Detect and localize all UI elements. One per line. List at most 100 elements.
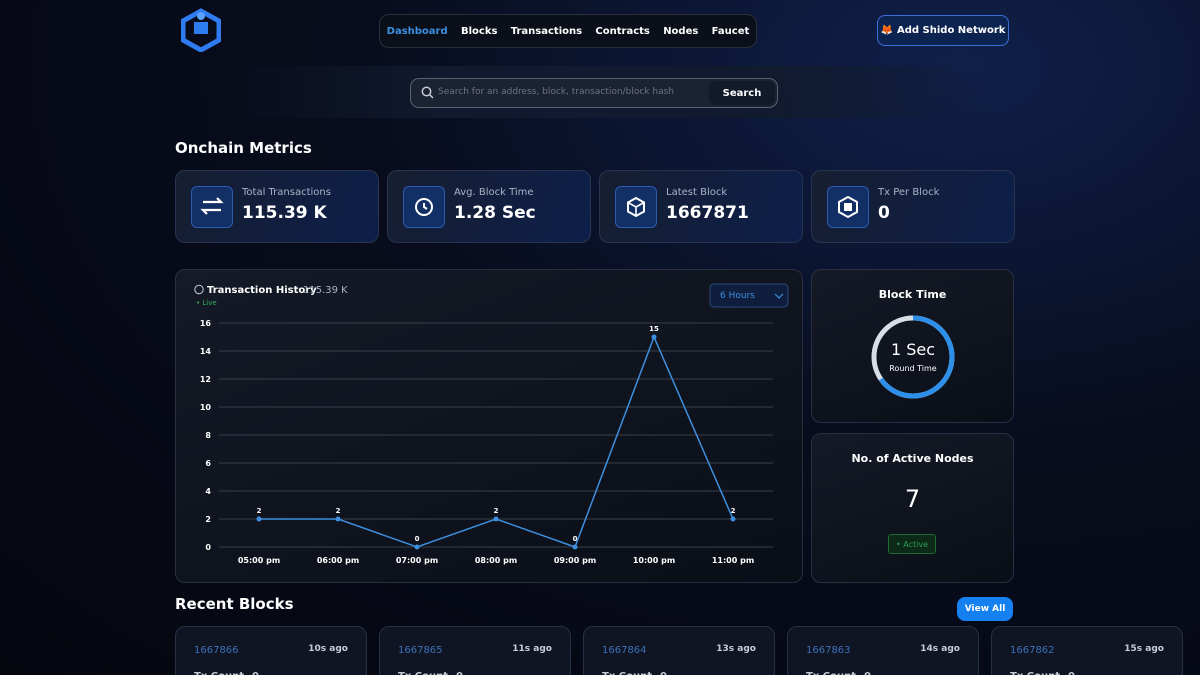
search-button[interactable]: Search [709,81,775,105]
block-card[interactable]: 1667865 11s ago Tx Count 0 [379,626,571,675]
x-tick-label: 09:00 pm [554,556,596,565]
y-tick-label: 14 [200,347,212,356]
nav-item[interactable]: Blocks [460,25,498,37]
point [335,516,341,522]
block-tx-label: Tx Count [806,671,856,675]
block-tx-label: Tx Count [602,671,652,675]
metric-icon [191,186,233,228]
block-time-caption: Round Time [889,364,937,373]
data-label: 2 [336,507,341,515]
block-time-title: Block Time [878,288,947,301]
block-tx-value: 0 [456,671,463,675]
block-tx-value: 0 [660,671,667,675]
metric-icon [827,186,869,228]
block-card[interactable]: 1667863 14s ago Tx Count 0 [787,626,979,675]
block-age: 10s ago [308,644,348,654]
metric-label: Total Transactions [242,187,331,198]
block-tx-label: Tx Count [1010,671,1060,675]
x-tick-label: 05:00 pm [238,556,280,565]
y-tick-label: 12 [200,375,211,384]
block-tx: Tx Count 0 [194,671,259,675]
point [730,516,736,522]
metric-card: Latest Block 1667871 [599,170,803,243]
block-card[interactable]: 1667864 13s ago Tx Count 0 [583,626,775,675]
top-nav: Dashboard Blocks Transactions Contracts Node… [379,14,757,48]
metric-label: Tx Per Block [878,187,940,198]
chart: Transaction History 115.39 K • Live 6 Ho… [194,283,789,565]
chart-title: Transaction History [207,285,317,296]
view-all-button[interactable]: View All [957,597,1013,621]
y-tick-label: 6 [205,459,211,468]
point [651,334,657,340]
data-label: 2 [731,507,736,515]
x-tick-label: 08:00 pm [475,556,517,565]
add-network-label: Add Shido Network [897,25,1006,36]
metric-icon [615,186,657,228]
active-nodes-title: No. of Active Nodes [851,452,974,465]
range-chevron [774,293,784,299]
add-network-button[interactable]: 🦊 Add Shido Network [877,15,1009,46]
nav-item[interactable]: Faucet [711,25,750,37]
block-tx: Tx Count 0 [398,671,463,675]
search-placeholder: Search for an address, block, transactio… [438,87,675,97]
metric-icon-glyph [627,196,645,218]
block-number: 1667863 [806,645,851,656]
block-tx-value: 0 [864,671,871,675]
metric-value: 0 [878,203,890,223]
info-icon [194,284,204,295]
range-select-label: 6 Hours [720,291,755,301]
line [259,335,734,548]
metric-icon-glyph [838,195,858,219]
y-tick-label: 16 [200,319,212,328]
active-status: • Active [888,534,936,554]
metric-card: Tx Per Block 0 [811,170,1015,243]
section-title: Onchain Metrics [175,139,312,157]
logo [181,8,221,52]
block-number: 1667862 [1010,645,1055,656]
block-age: 15s ago [1124,644,1164,654]
section-title: Recent Blocks [175,595,294,613]
y-tick-label: 4 [205,487,211,496]
block-age: 14s ago [920,644,960,654]
point [414,544,420,550]
point [572,544,578,550]
active-nodes-panel: No. of Active Nodes 7 • Active [811,433,1014,583]
block-time-panel: Block Time 1 Sec Round Time [811,269,1014,423]
block-card[interactable]: 1667866 10s ago Tx Count 0 [175,626,367,675]
metric-label: Latest Block [666,187,728,198]
y-tick-label: 8 [205,431,211,440]
range-select[interactable] [709,283,789,308]
block-age: 13s ago [716,644,756,654]
y-tick-label: 0 [205,543,211,552]
point [493,516,499,522]
search-box[interactable]: Search for an address, block, transactio… [410,78,778,108]
block-card[interactable]: 1667862 15s ago Tx Count 0 [991,626,1183,675]
active-nodes-value: 7 [904,485,921,513]
live-status: • Live [196,299,217,307]
point [256,516,262,522]
nav-item[interactable]: Transactions [510,25,583,37]
block-number: 1667866 [194,645,239,656]
y-tick-label: 2 [205,515,211,524]
block-tx-value: 0 [1068,671,1075,675]
metric-label: Avg. Block Time [454,187,534,198]
data-label: 0 [415,535,420,543]
block-number: 1667864 [602,645,647,656]
metric-value: 1667871 [666,203,749,223]
block-tx: Tx Count 0 [1010,671,1075,675]
x-tick-label: 07:00 pm [396,556,438,565]
metric-icon-glyph [200,197,224,215]
data-label: 2 [257,507,262,515]
x-tick-label: 10:00 pm [633,556,675,565]
data-label: 2 [494,507,499,515]
block-tx: Tx Count 0 [602,671,667,675]
chart-panel: Transaction History 115.39 K • Live 6 Ho… [175,269,803,583]
x-tick-label: 11:00 pm [712,556,754,565]
nav-item[interactable]: Dashboard [386,25,448,37]
metric-value: 1.28 Sec [454,203,536,223]
metric-value: 115.39 K [242,203,327,223]
nav-item[interactable]: Contracts [595,25,650,37]
search-icon [421,86,434,99]
nav-item[interactable]: Nodes [663,25,699,37]
block-tx: Tx Count 0 [806,671,871,675]
